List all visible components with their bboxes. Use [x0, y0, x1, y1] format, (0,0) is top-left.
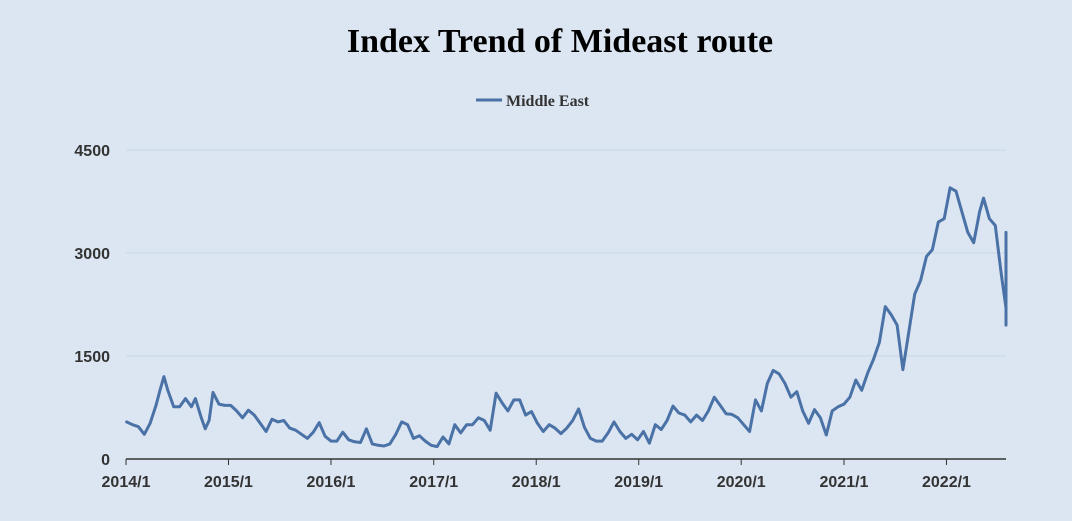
legend-label: Middle East	[506, 93, 590, 110]
x-tick-label: 2021/1	[820, 474, 869, 491]
legend: Middle East	[476, 93, 590, 110]
x-tick-label: 2015/1	[204, 474, 253, 491]
y-tick-label: 0	[101, 452, 110, 469]
x-tick-label: 2022/1	[922, 474, 971, 491]
x-tick-label: 2017/1	[409, 474, 458, 491]
x-tick-label: 2019/1	[614, 474, 663, 491]
y-tick-label: 3000	[74, 246, 110, 263]
axes: 0 1500 3000 4500 2014/1 2015/1 2016/1 2017/1 201…	[74, 143, 1006, 491]
series-layer	[125, 186, 1008, 449]
chart-title: Index Trend of Mideast route	[347, 23, 773, 60]
x-tick-label: 2014/1	[102, 474, 151, 491]
grid	[126, 149, 1006, 357]
y-tick-label: 1500	[74, 349, 110, 366]
y-tick-label: 4500	[74, 143, 110, 160]
x-tick-label: 2020/1	[717, 474, 766, 491]
series-line-middle-east	[125, 186, 1008, 449]
x-tick-label: 2016/1	[307, 474, 356, 491]
x-tick-label: 2018/1	[512, 474, 561, 491]
